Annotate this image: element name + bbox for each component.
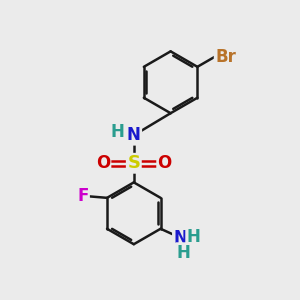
Text: H: H — [187, 228, 200, 246]
Text: O: O — [158, 154, 172, 172]
Text: F: F — [77, 188, 88, 206]
Text: H: H — [111, 123, 124, 141]
Text: S: S — [127, 154, 140, 172]
Text: N: N — [173, 230, 187, 247]
Text: H: H — [176, 244, 190, 262]
Text: N: N — [127, 126, 141, 144]
Text: O: O — [96, 154, 110, 172]
Text: Br: Br — [215, 47, 236, 65]
